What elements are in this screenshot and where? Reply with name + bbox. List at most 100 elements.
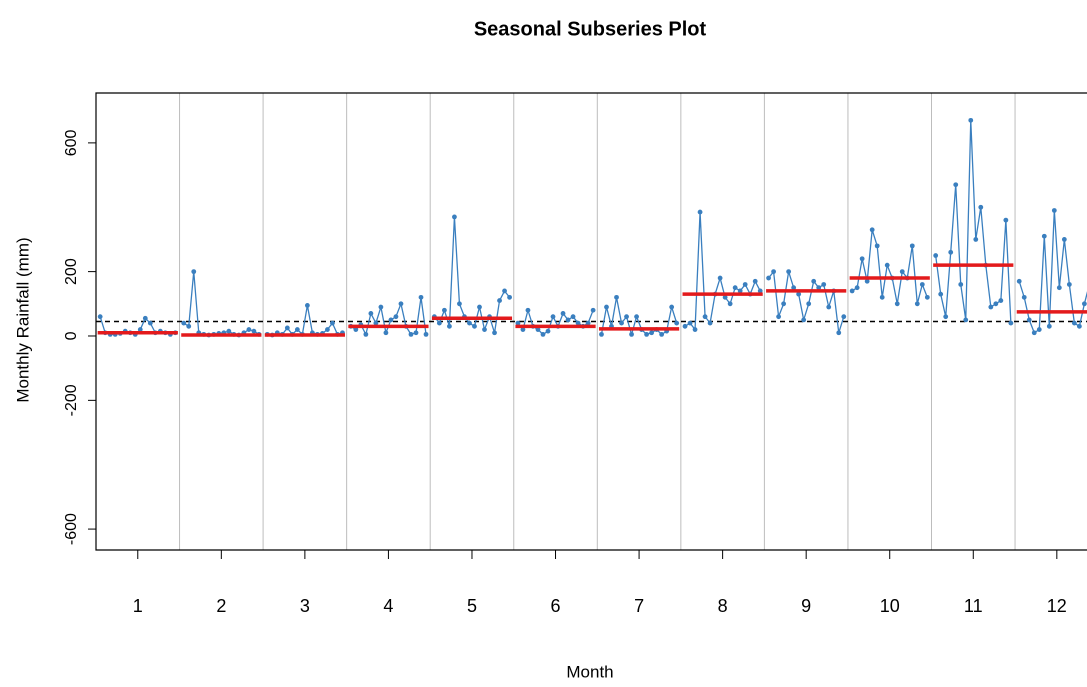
data-point (1081, 301, 1087, 307)
data-point (507, 294, 512, 300)
data-point (137, 327, 143, 332)
data-point (924, 294, 930, 300)
data-point (1066, 282, 1072, 287)
data-point (963, 317, 969, 323)
data-point (909, 243, 915, 249)
data-point (786, 269, 792, 275)
data-point (325, 327, 330, 332)
data-point (988, 304, 994, 310)
data-point (590, 307, 596, 313)
data-point (938, 291, 944, 297)
data-point (97, 314, 103, 320)
data-point (958, 282, 964, 287)
plot-frame (95, 92, 1087, 551)
data-point (565, 317, 571, 323)
data-point (1056, 285, 1062, 291)
data-point (502, 288, 507, 294)
data-point (545, 328, 551, 334)
data-point (550, 314, 556, 320)
data-point (953, 182, 959, 188)
data-point (423, 331, 429, 337)
data-point (467, 320, 472, 326)
data-point (378, 304, 384, 310)
data-point (801, 317, 807, 323)
data-point (899, 269, 905, 275)
data-point (457, 301, 462, 307)
data-point (1061, 237, 1067, 242)
data-point (707, 320, 713, 326)
data-point (330, 320, 335, 326)
data-point (1008, 320, 1014, 326)
data-point (717, 275, 723, 281)
x-tick-label: 10 (880, 596, 900, 616)
data-point (781, 301, 787, 307)
data-point (806, 301, 812, 307)
data-point (894, 301, 900, 307)
data-point (408, 331, 414, 337)
data-point (492, 330, 497, 336)
data-point (687, 320, 693, 326)
data-point (1041, 233, 1047, 239)
data-point (914, 301, 920, 307)
subseries-line (433, 216, 511, 333)
data-point (619, 320, 624, 326)
data-point (1051, 208, 1057, 213)
data-point (649, 330, 655, 336)
data-point (388, 317, 394, 323)
data-point (993, 301, 999, 307)
data-point (535, 327, 541, 332)
data-point (353, 327, 359, 332)
data-point (811, 278, 817, 284)
data-point (477, 304, 482, 310)
data-point (191, 269, 197, 275)
y-tick-label: -600 (63, 513, 80, 545)
x-tick-label: 7 (634, 596, 644, 616)
x-tick-label: 2 (216, 596, 226, 616)
data-point (520, 327, 526, 332)
data-point (497, 298, 502, 303)
data-point (368, 311, 374, 316)
x-tick-label: 9 (801, 596, 811, 616)
data-point (560, 311, 566, 316)
data-point (752, 278, 758, 284)
x-axis-label: Month (566, 662, 613, 681)
data-point (1036, 327, 1042, 332)
data-point (398, 301, 404, 307)
subseries-line (517, 307, 594, 336)
data-point (373, 320, 379, 326)
data-point (884, 262, 890, 268)
data-point (854, 285, 860, 291)
data-point (874, 243, 880, 249)
data-point (998, 298, 1004, 303)
data-point (246, 327, 252, 332)
data-point (629, 331, 634, 337)
data-point (634, 314, 639, 320)
data-point (1026, 317, 1032, 323)
chart-title: Seasonal Subseries Plot (474, 18, 707, 40)
data-point (186, 323, 192, 329)
data-point (948, 249, 954, 255)
data-point (1021, 294, 1027, 300)
data-point (791, 285, 797, 291)
data-point (363, 331, 369, 337)
data-point (575, 320, 581, 326)
data-point (1046, 323, 1052, 329)
data-point (540, 331, 546, 337)
data-point (1076, 323, 1082, 329)
data-point (697, 209, 703, 215)
data-point (864, 278, 870, 284)
subseries-line (851, 229, 928, 304)
data-point (737, 288, 743, 294)
data-point (692, 327, 698, 332)
data-point (226, 328, 232, 334)
data-point (849, 288, 855, 294)
data-point (452, 214, 457, 220)
x-tick-label: 12 (1047, 596, 1067, 616)
x-tick-label: 4 (383, 596, 393, 616)
data-point (796, 291, 802, 297)
data-point (968, 117, 974, 123)
data-point (869, 227, 875, 233)
data-point (1031, 330, 1037, 336)
data-point (816, 285, 822, 291)
data-point (766, 275, 771, 281)
